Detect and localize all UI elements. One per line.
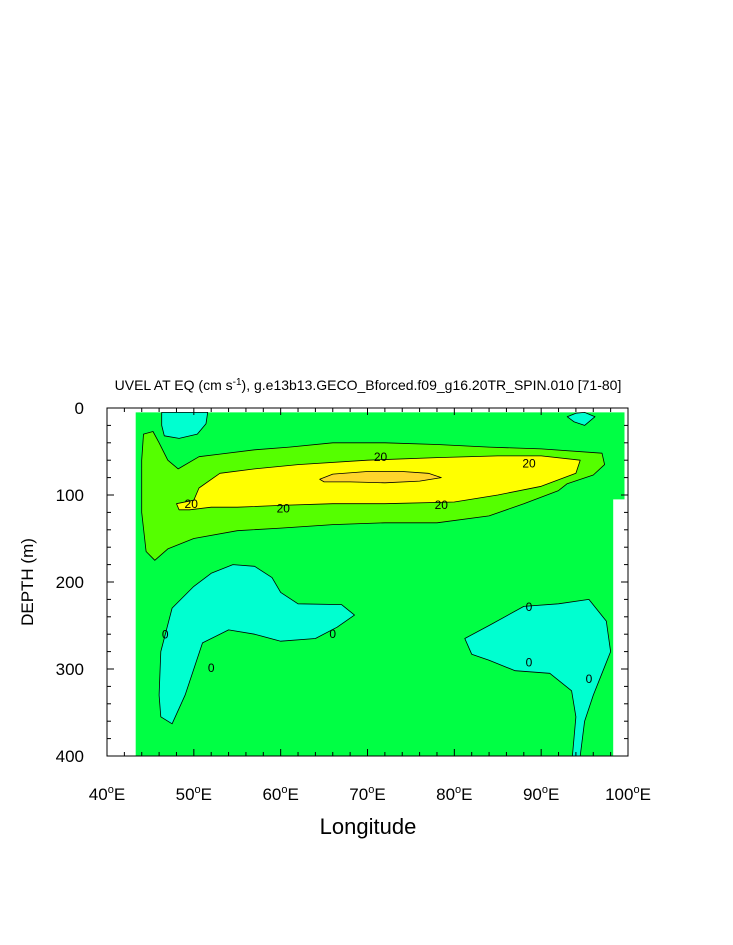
contour-label: 0	[208, 661, 215, 675]
contour-label: 0	[329, 627, 336, 641]
y-tick-label: 0	[75, 399, 84, 418]
x-tick-label: 50oE	[176, 784, 212, 804]
y-axis-label: DEPTH (m)	[18, 538, 37, 626]
y-tick-label: 300	[56, 660, 84, 679]
x-tick-label: 60oE	[262, 784, 298, 804]
x-tick-label: 90oE	[523, 784, 559, 804]
contour-label: 20	[277, 502, 291, 516]
x-tick-label: 70oE	[349, 784, 385, 804]
contour-labels: 20 20 20 20 20 0 0 0 0 0 0	[162, 450, 593, 686]
contour-region-below-0	[566, 411, 596, 426]
y-tick-label: 200	[56, 573, 84, 592]
contour-region-below-0	[464, 599, 611, 757]
x-tick-label: 40oE	[89, 784, 125, 804]
x-axis: 40oE 50oE 60oE 70oE 80oE 90oE 100oE	[89, 408, 651, 804]
contour-label: 20	[374, 450, 388, 464]
contour-label: 0	[162, 628, 169, 642]
contour-label: 20	[435, 498, 449, 512]
chart-title: UVEL AT EQ (cm s-1), g.e13b13.GECO_Bforc…	[115, 377, 622, 393]
contour-region-below-0	[158, 564, 355, 725]
y-tick-label: 100	[56, 486, 84, 505]
x-axis-label: Longitude	[320, 814, 417, 839]
y-tick-label: 400	[56, 747, 84, 766]
contour-region-above-30	[319, 471, 442, 484]
contour-label: 0	[586, 672, 593, 686]
x-tick-label: 80oE	[436, 784, 472, 804]
contour-label: 0	[526, 656, 533, 670]
contour-label: 20	[522, 456, 536, 470]
contour-label: 20	[185, 497, 199, 511]
contour-fills	[135, 411, 625, 757]
x-tick-label: 100oE	[605, 784, 651, 804]
contour-label: 0	[526, 600, 533, 614]
contour-region-below-0	[161, 411, 209, 439]
